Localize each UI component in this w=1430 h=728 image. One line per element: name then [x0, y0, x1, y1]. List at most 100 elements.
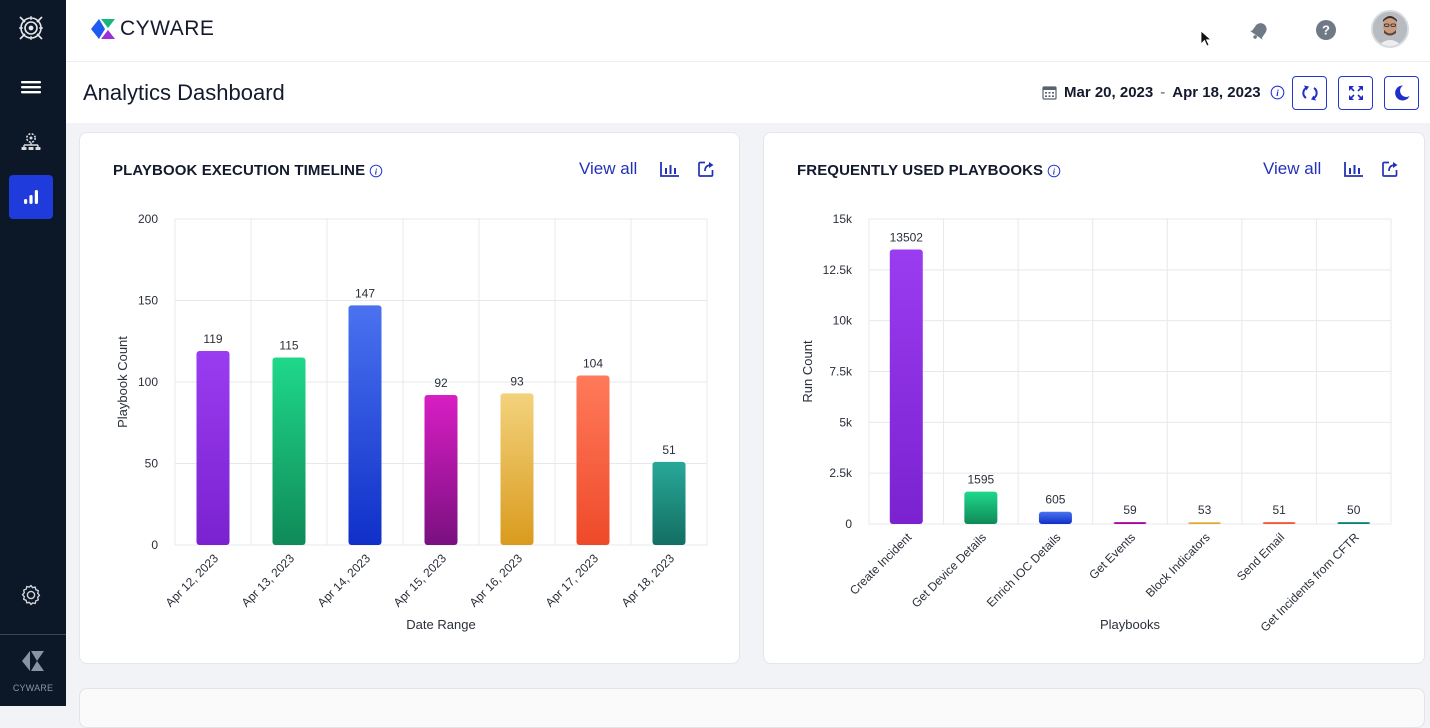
x-tick-label: Apr 13, 2023: [239, 551, 298, 610]
data-label: 1595: [968, 473, 995, 487]
info-icon[interactable]: i: [1047, 164, 1061, 178]
bar[interactable]: [889, 249, 923, 524]
bar[interactable]: [1113, 522, 1147, 524]
chart-type-button[interactable]: [659, 160, 681, 178]
bar[interactable]: [424, 395, 458, 545]
mouse-cursor-icon: [1200, 30, 1212, 47]
frequently-used-playbooks-chart: 0 2.5k 5k 7.5k 10k 12.5k 15k 13502 Create Incide…: [800, 212, 1392, 634]
data-label: 59: [1123, 503, 1137, 517]
calendar-icon: [1042, 86, 1057, 100]
x-axis-label: Date Range: [406, 617, 475, 632]
y-tick-label: 2.5k: [829, 466, 853, 480]
y-tick-label: 0: [845, 517, 852, 531]
y-tick-label: 200: [138, 212, 158, 226]
x-tick-label: Send Email: [1234, 530, 1287, 583]
refresh-button[interactable]: [1292, 76, 1327, 110]
fullscreen-button[interactable]: [1338, 76, 1373, 110]
data-label: 51: [1272, 503, 1286, 517]
x-tick-label: Apr 14, 2023: [315, 551, 374, 610]
info-icon: i: [1270, 85, 1284, 100]
sidebar-item-settings[interactable]: [9, 573, 53, 617]
sidebar-item-playbooks[interactable]: [9, 120, 53, 164]
y-tick-label: 10k: [833, 314, 853, 328]
y-axis-label: Playbook Count: [115, 336, 130, 428]
x-tick-label: Apr 17, 2023: [543, 551, 602, 610]
bar[interactable]: [1038, 511, 1072, 524]
card-title-text: FREQUENTLY USED PLAYBOOKS: [797, 162, 1044, 179]
bar[interactable]: [348, 305, 382, 545]
card-frequently-used-playbooks: FREQUENTLY USED PLAYBOOKS i View all 0 2.…: [763, 132, 1425, 664]
bar[interactable]: [652, 461, 686, 545]
sidebar-brand-text: CYWARE: [12, 683, 54, 693]
dashboard-header: Analytics Dashboard Mar 20, 2023 - Apr 1…: [66, 62, 1430, 123]
y-tick-label: 100: [138, 375, 158, 389]
date-range-picker[interactable]: Mar 20, 2023 - Apr 18, 2023 i: [1042, 84, 1285, 101]
sidebar: CYWARE: [0, 0, 66, 706]
date-to: Apr 18, 2023: [1172, 84, 1261, 101]
brand-logo[interactable]: CYWARE: [90, 17, 214, 41]
menu-toggle-button[interactable]: [9, 65, 53, 109]
data-label: 92: [434, 376, 448, 390]
orbit-logo-button[interactable]: [9, 6, 53, 50]
bar[interactable]: [1262, 522, 1296, 524]
bar[interactable]: [196, 351, 230, 545]
data-label: 53: [1198, 503, 1212, 517]
svg-text:i: i: [1053, 166, 1056, 176]
bar[interactable]: [272, 357, 306, 545]
bar[interactable]: [1337, 522, 1371, 524]
bar-chart-icon: [660, 162, 680, 177]
x-tick-label: Apr 12, 2023: [163, 551, 222, 610]
data-label: 605: [1045, 493, 1065, 507]
refresh-icon: [1301, 85, 1318, 101]
x-axis-label: Playbooks: [1100, 617, 1160, 632]
svg-text:?: ?: [1322, 23, 1330, 38]
y-tick-label: 150: [138, 294, 158, 308]
bell-icon: [1250, 23, 1267, 40]
x-tick-label: Apr 15, 2023: [391, 551, 450, 610]
view-all-link[interactable]: View all: [1263, 159, 1322, 178]
x-tick-label: Apr 18, 2023: [619, 551, 678, 610]
bar[interactable]: [1188, 522, 1222, 524]
data-label: 50: [1347, 503, 1361, 517]
data-label: 13502: [890, 230, 924, 244]
view-all-link[interactable]: View all: [579, 159, 638, 178]
bar[interactable]: [576, 375, 610, 545]
data-label: 51: [662, 443, 676, 457]
sidebar-item-analytics[interactable]: [9, 175, 53, 219]
bar-chart-icon: [24, 190, 38, 204]
y-tick-label: 7.5k: [829, 365, 853, 379]
card-playbook-execution-timeline: PLAYBOOK EXECUTION TIMELINE i View all 0…: [79, 132, 740, 664]
hamburger-icon: [21, 81, 41, 94]
bar[interactable]: [500, 393, 534, 545]
info-icon[interactable]: i: [369, 164, 383, 178]
export-button[interactable]: [1381, 160, 1399, 178]
x-tick-label: Get Device Details: [909, 530, 989, 610]
bar[interactable]: [964, 491, 998, 524]
y-tick-label: 5k: [839, 415, 853, 429]
help-icon: ?: [1316, 20, 1336, 40]
dark-mode-button[interactable]: [1384, 76, 1419, 110]
data-label: 93: [510, 374, 524, 388]
brand-name: CYWARE: [120, 17, 215, 40]
x-tick-label: Block Indicators: [1143, 530, 1213, 600]
notifications-button[interactable]: [1246, 16, 1274, 44]
x-tick-label: Apr 16, 2023: [467, 551, 526, 610]
x-tick-label: Create Incident: [847, 530, 915, 598]
share-icon: [1382, 161, 1398, 177]
x-tick-label: Enrich IOC Details: [984, 530, 1064, 610]
export-button[interactable]: [697, 160, 715, 178]
y-tick-label: 50: [145, 457, 159, 471]
orbit-icon: [19, 16, 43, 40]
page-title: Analytics Dashboard: [83, 80, 285, 105]
help-button[interactable]: ?: [1312, 16, 1340, 44]
data-label: 147: [355, 286, 375, 300]
next-card-partial: [79, 688, 1425, 728]
workflow-icon: [21, 133, 41, 150]
y-tick-label: 0: [151, 538, 158, 552]
user-avatar[interactable]: [1371, 10, 1409, 48]
svg-text:i: i: [375, 166, 378, 176]
sidebar-divider: [0, 634, 66, 635]
top-bar: CYWARE ?: [66, 0, 1430, 62]
data-label: 115: [279, 339, 298, 353]
chart-type-button[interactable]: [1343, 160, 1365, 178]
